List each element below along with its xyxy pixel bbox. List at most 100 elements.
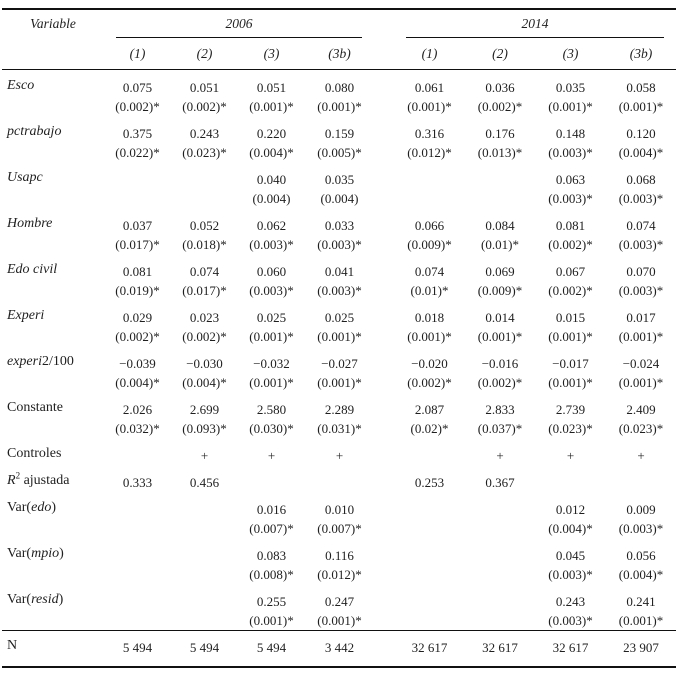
cell-r2-ajustada-2006-(3b) bbox=[305, 465, 374, 492]
estimate-value: −0.016 bbox=[481, 356, 519, 371]
cell-constante-2014-(2): 2.833 (0.037)* bbox=[465, 392, 535, 438]
std-error-value: (0.004)* bbox=[548, 521, 593, 536]
row-experi2-100: experi2/100 −0.039 (0.004)* −0.030 (0.004)* −… bbox=[2, 346, 676, 392]
row-label-part: mpio bbox=[31, 546, 60, 561]
std-error-value: (0.001)* bbox=[618, 375, 664, 390]
estimate-value: 0.084 bbox=[485, 218, 515, 233]
estimate-value: 0.074 bbox=[189, 264, 220, 279]
cell-usapc-2014-(2) bbox=[465, 162, 535, 208]
estimate-value: 0.081 bbox=[555, 218, 586, 233]
estimate-value: 23 907 bbox=[623, 640, 659, 655]
cell-var-resid-2006-(1) bbox=[104, 584, 171, 631]
cell-pctrabajo-2014-(3): 0.148 (0.003)* bbox=[535, 116, 606, 162]
estimate-value: 0.081 bbox=[122, 264, 153, 279]
estimate-value bbox=[104, 170, 171, 189]
subcol-2014-3: (3) bbox=[535, 38, 606, 70]
year-group-2006: 2006 bbox=[104, 9, 374, 38]
cell-hombre-2006-(1): 0.037 (0.017)* bbox=[104, 208, 171, 254]
cell-var-edo-2014-(3b): 0.009 (0.003)* bbox=[606, 492, 676, 538]
row-label-part: Constante bbox=[7, 400, 63, 415]
std-error-value: (0.001)* bbox=[548, 329, 593, 344]
estimate-value: −0.030 bbox=[186, 356, 223, 371]
std-error-value: (0.003)* bbox=[317, 283, 362, 298]
cell-usapc-2006-(3): 0.040 (0.004) bbox=[238, 162, 305, 208]
cell-edo-civil-2006-(3): 0.060 (0.003)* bbox=[238, 254, 305, 300]
cell-n-2014-(1): 32 617 bbox=[394, 630, 465, 667]
estimate-value: 0.074 bbox=[626, 218, 656, 233]
std-error-value bbox=[465, 611, 535, 630]
cell-n-2006-(1): 5 494 bbox=[104, 630, 171, 667]
row-label-part: ajustada bbox=[20, 473, 70, 488]
cell-var-resid-2014-(3b): 0.241 (0.001)* bbox=[606, 584, 676, 631]
column-gap bbox=[374, 392, 394, 438]
cell-pctrabajo-2014-(3b): 0.120 (0.004)* bbox=[606, 116, 676, 162]
row-experi: Experi 0.029 (0.002)* 0.023 (0.002)* 0.025 (0.… bbox=[2, 300, 676, 346]
row-label-part: Var( bbox=[7, 500, 32, 515]
row-label-part: resid bbox=[31, 592, 59, 607]
std-error-value: (0.009)* bbox=[407, 237, 452, 252]
row-edo-civil: Edo civil 0.081 (0.019)* 0.074 (0.017)* 0.060… bbox=[2, 254, 676, 300]
std-error-value: (0.008)* bbox=[249, 567, 294, 582]
estimate-value bbox=[465, 500, 535, 519]
std-error-value bbox=[394, 565, 465, 584]
estimate-value: 2.409 bbox=[626, 402, 656, 417]
estimate-value: 0.316 bbox=[414, 126, 445, 141]
estimate-value: 0.074 bbox=[414, 264, 445, 279]
estimate-value: 2.833 bbox=[485, 402, 515, 417]
estimate-value bbox=[171, 546, 238, 565]
cell-var-mpio-2014-(3): 0.045 (0.003)* bbox=[535, 538, 606, 584]
estimate-value: 2.580 bbox=[256, 402, 287, 417]
std-error-value: (0.001)* bbox=[317, 99, 362, 114]
cell-hombre-2014-(1): 0.066 (0.009)* bbox=[394, 208, 465, 254]
cell-var-resid-2006-(3): 0.255 (0.001)* bbox=[238, 584, 305, 631]
std-error-value: (0.001)* bbox=[249, 613, 294, 628]
cell-experi2-100-2006-(2): −0.030 (0.004)* bbox=[171, 346, 238, 392]
row-label-part: 2 bbox=[15, 470, 21, 481]
estimate-value: 0.253 bbox=[414, 475, 445, 490]
estimate-value: 0.036 bbox=[485, 80, 515, 95]
estimate-value: 0.016 bbox=[256, 502, 287, 517]
std-error-value bbox=[465, 189, 535, 208]
row-label-part: Var( bbox=[7, 546, 32, 561]
cell-edo-civil-2014-(3): 0.067 (0.002)* bbox=[535, 254, 606, 300]
row-label-part: Hombre bbox=[7, 216, 53, 231]
estimate-value: 0.116 bbox=[325, 548, 354, 563]
estimate-value: −0.020 bbox=[411, 356, 448, 371]
cell-constante-2006-(3): 2.580 (0.030)* bbox=[238, 392, 305, 438]
estimate-value: 0.058 bbox=[626, 80, 656, 95]
estimate-value: 0.070 bbox=[626, 264, 656, 279]
estimate-value: 0.014 bbox=[485, 310, 515, 325]
row-label-part: Controles bbox=[7, 446, 62, 461]
std-error-value: (0.003)* bbox=[548, 613, 593, 628]
estimate-value: 0.367 bbox=[485, 475, 515, 490]
row-label-part: R bbox=[7, 473, 16, 488]
estimate-value: 2.699 bbox=[189, 402, 220, 417]
row-label: Esco bbox=[2, 70, 104, 117]
std-error-value: (0.02)* bbox=[410, 421, 449, 436]
row-label-part: Experi bbox=[7, 308, 45, 323]
cell-controles-2014-(3b): + bbox=[606, 438, 676, 465]
subcol-2006-3b: (3b) bbox=[305, 38, 374, 70]
cell-esco-2014-(3): 0.035 (0.001)* bbox=[535, 70, 606, 117]
std-error-value: (0.002)* bbox=[477, 375, 523, 390]
cell-usapc-2006-(2) bbox=[171, 162, 238, 208]
std-error-value: (0.004)* bbox=[618, 145, 664, 160]
std-error-value: (0.001)* bbox=[407, 99, 452, 114]
std-error-value: (0.002)* bbox=[548, 283, 593, 298]
header-group-row: Variable 2006 2014 bbox=[2, 9, 676, 38]
cell-experi-2006-(2): 0.023 (0.002)* bbox=[171, 300, 238, 346]
estimate-value: + bbox=[566, 448, 575, 463]
row-hombre: Hombre 0.037 (0.017)* 0.052 (0.018)* 0.062 (0.… bbox=[2, 208, 676, 254]
std-error-value bbox=[171, 189, 238, 208]
estimate-value: 0.037 bbox=[122, 218, 153, 233]
cell-controles-2006-(1) bbox=[104, 438, 171, 465]
column-gap bbox=[374, 584, 394, 631]
estimate-value: 0.159 bbox=[324, 126, 355, 141]
estimate-value: 0.241 bbox=[626, 594, 656, 609]
std-error-value: (0.004)* bbox=[249, 145, 294, 160]
row-controles: Controles + + + + + + bbox=[2, 438, 676, 465]
cell-edo-civil-2006-(3b): 0.041 (0.003)* bbox=[305, 254, 374, 300]
cell-experi-2006-(3b): 0.025 (0.001)* bbox=[305, 300, 374, 346]
cell-experi2-100-2006-(3): −0.032 (0.001)* bbox=[238, 346, 305, 392]
